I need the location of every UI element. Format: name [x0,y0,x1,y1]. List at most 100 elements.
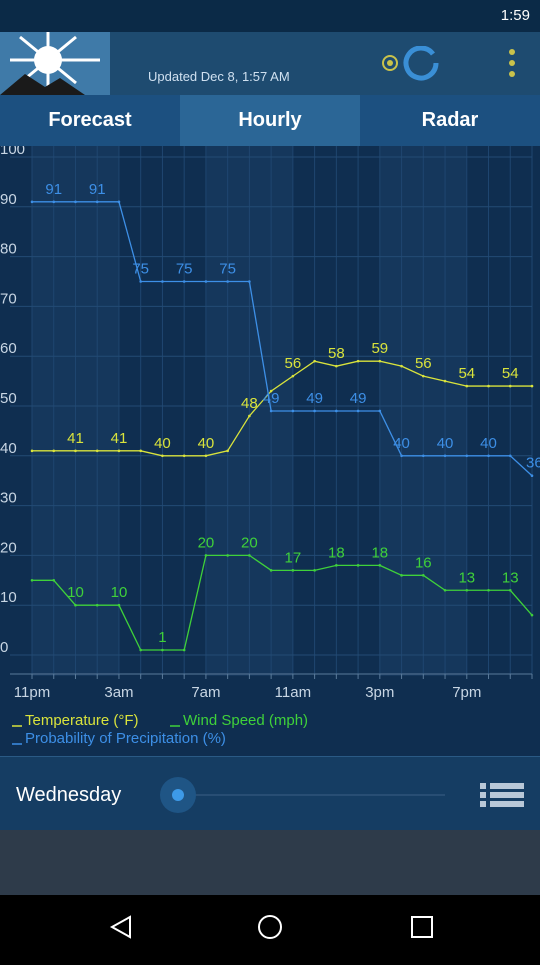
data-label: 16 [415,554,432,571]
updated-text: Updated Dec 8, 1:57 AM [148,69,290,84]
point [356,564,360,567]
data-label: 49 [350,390,367,407]
data-label: 18 [328,544,345,561]
home-button[interactable] [258,915,282,939]
blank-area [0,830,540,895]
point [226,449,229,453]
data-label: 13 [502,569,519,586]
point [487,384,490,388]
point [291,569,295,572]
point [95,449,99,453]
data-label: 91 [89,181,106,198]
series-line [32,554,533,651]
legend-label: Probability of Precipitation (%) [25,730,226,747]
data-label: 49 [306,390,323,407]
point [313,569,316,572]
point [117,603,121,607]
locate-button[interactable] [382,55,398,71]
point [52,579,56,582]
point [204,280,208,283]
y-tick-label: 80 [0,241,17,258]
data-label: 54 [502,365,519,382]
header: Updated Dec 8, 1:57 AM [0,32,540,95]
day-slider[interactable] [158,775,538,815]
y-tick-label: 20 [0,539,17,556]
tab[interactable]: Forecast [0,95,180,146]
day-bar: Wednesday [0,756,540,831]
point [313,359,316,363]
point [117,449,121,453]
point [508,454,512,458]
tab[interactable]: Hourly [180,95,360,146]
series-line [32,201,533,477]
x-tick-label: 3pm [365,684,394,701]
x-tick-label: 7pm [452,684,481,701]
point [161,280,164,283]
point [508,588,512,592]
point [443,588,447,592]
point [400,364,403,368]
point [465,454,469,458]
data-label: 17 [285,549,302,566]
point [74,200,77,204]
point [161,648,164,652]
data-label: 20 [198,534,215,551]
data-label: 40 [437,435,454,452]
header-actions [382,46,515,81]
chart: 0 10 20 30 40 50 60 70 80 90 100 11pm 3am 7am 11am 3pm 7… [0,146,540,756]
point [356,359,360,363]
point [204,554,208,557]
point [52,449,56,453]
point [465,588,469,592]
point [422,454,425,458]
status-bar: 1:59 [0,0,540,32]
data-label: 41 [111,430,128,447]
point [530,613,534,617]
data-label: 49 [263,390,280,407]
data-label: 54 [458,365,475,382]
list-button[interactable] [480,783,524,807]
point [530,474,534,478]
weather-icon [0,32,110,95]
data-label: 40 [198,435,215,452]
y-tick-label: 60 [0,340,17,357]
point [508,384,512,388]
tab[interactable]: Radar [360,95,540,146]
data-label: 48 [241,395,258,412]
point [161,454,164,458]
point [422,374,425,378]
point [117,200,121,204]
point [248,414,251,418]
legend-label: Wind Speed (mph) [183,712,308,729]
point [487,588,490,592]
point [30,579,34,582]
data-label: 13 [458,569,475,586]
y-tick-label: 70 [0,290,17,307]
back-button[interactable] [109,915,131,939]
x-tick-label: 3am [104,684,133,701]
day-label: Wednesday [16,784,122,806]
point [443,454,447,458]
point [204,454,208,458]
y-tick-label: 30 [0,490,17,507]
data-label: 75 [176,261,193,278]
data-label: 91 [45,181,62,198]
point [139,648,142,652]
y-tick-label: 50 [0,390,17,407]
point [30,449,34,453]
tab-bar: Forecast Hourly Radar [0,95,540,146]
recents-button[interactable] [411,916,433,938]
data-label: 59 [371,340,388,357]
refresh-button[interactable] [403,46,439,81]
y-tick-label: 90 [0,191,17,208]
point [291,374,295,378]
point [443,379,447,383]
point [335,409,338,413]
point [182,648,186,652]
point [182,280,186,283]
point [269,389,273,393]
menu-button[interactable] [509,49,515,77]
data-label: 56 [285,355,302,372]
point [422,574,425,577]
